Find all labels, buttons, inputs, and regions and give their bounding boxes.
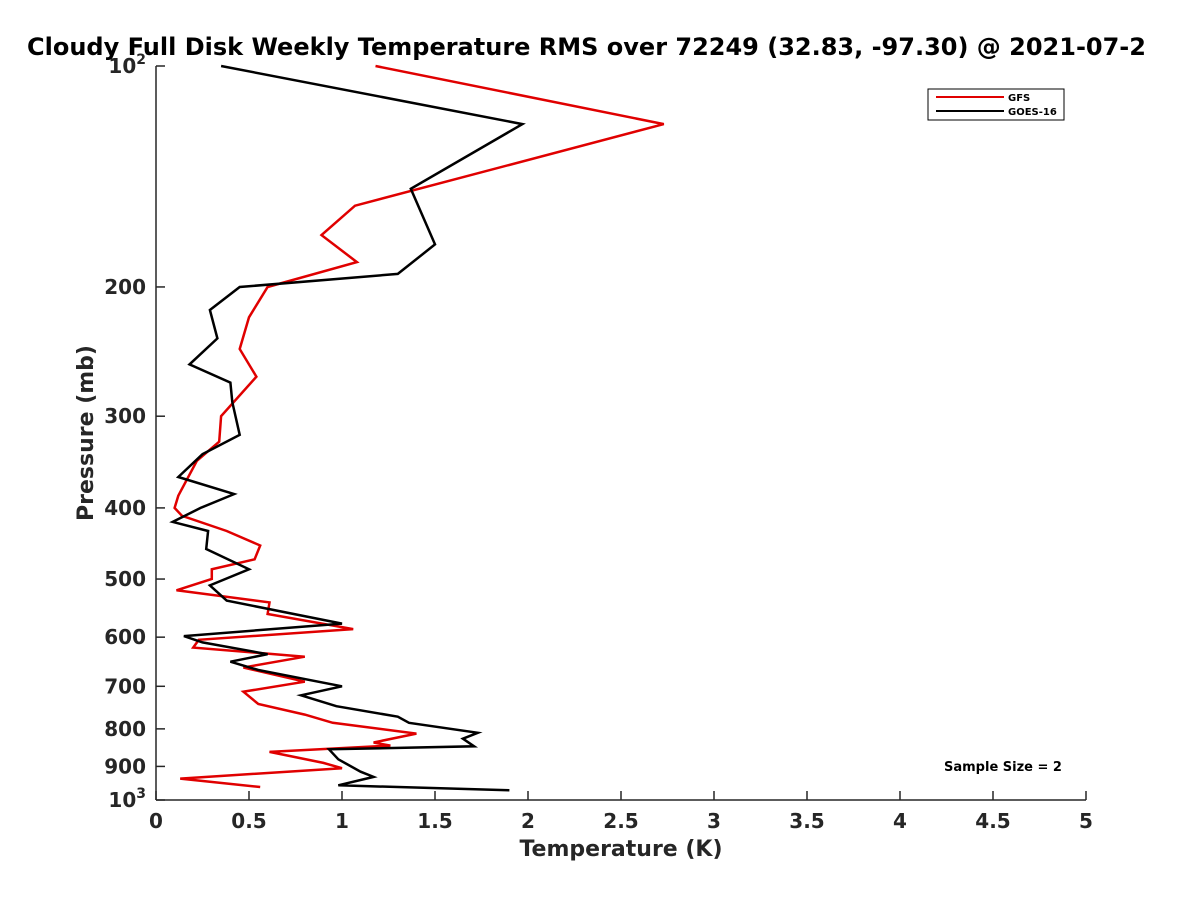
y-tick-label: 103: [108, 786, 146, 812]
x-tick-label: 4: [893, 809, 907, 833]
series-line-gfs: [173, 64, 665, 789]
x-tick-label: 1: [335, 809, 349, 833]
y-tick-label: 800: [104, 717, 146, 741]
series-line-goes16: [169, 64, 526, 792]
x-tick-label: 3: [707, 809, 721, 833]
x-tick-label: 5: [1079, 809, 1093, 833]
y-tick-label: 400: [104, 496, 146, 520]
y-tick-label: 102: [108, 52, 146, 78]
y-tick-label: 500: [104, 567, 146, 591]
y-axis-ticks: 102 200 300 400 500 600 700 800 900 103: [104, 52, 165, 812]
x-axis-ticks: 0 0.5 1 1.5 2 2.5 3 3.5 4 4.5 5: [149, 791, 1093, 833]
y-tick-label: 600: [104, 625, 146, 649]
x-tick-label: 3.5: [789, 809, 824, 833]
x-tick-label: 4.5: [975, 809, 1010, 833]
x-tick-label: 1.5: [417, 809, 452, 833]
legend: GFS GOES-16: [927, 88, 1065, 121]
y-tick-label: 300: [104, 404, 146, 428]
y-tick-label: 700: [104, 674, 146, 698]
x-tick-label: 0: [149, 809, 163, 833]
sample-size-annotation: Sample Size = 2: [944, 760, 1062, 775]
legend-label-gfs: GFS: [1008, 93, 1030, 104]
y-axis-label: Pressure (mb): [74, 345, 99, 521]
x-tick-label: 0.5: [231, 809, 266, 833]
y-tick-label: 200: [104, 275, 146, 299]
legend-box: [927, 88, 1065, 121]
legend-label-goes16: GOES-16: [1008, 107, 1057, 118]
chart-title: Cloudy Full Disk Weekly Temperature RMS …: [27, 33, 1146, 61]
series-group: [169, 64, 665, 792]
y-tick-label: 900: [104, 754, 146, 778]
x-axis-label: Temperature (K): [519, 837, 722, 862]
x-tick-label: 2: [521, 809, 535, 833]
x-tick-label: 2.5: [603, 809, 638, 833]
